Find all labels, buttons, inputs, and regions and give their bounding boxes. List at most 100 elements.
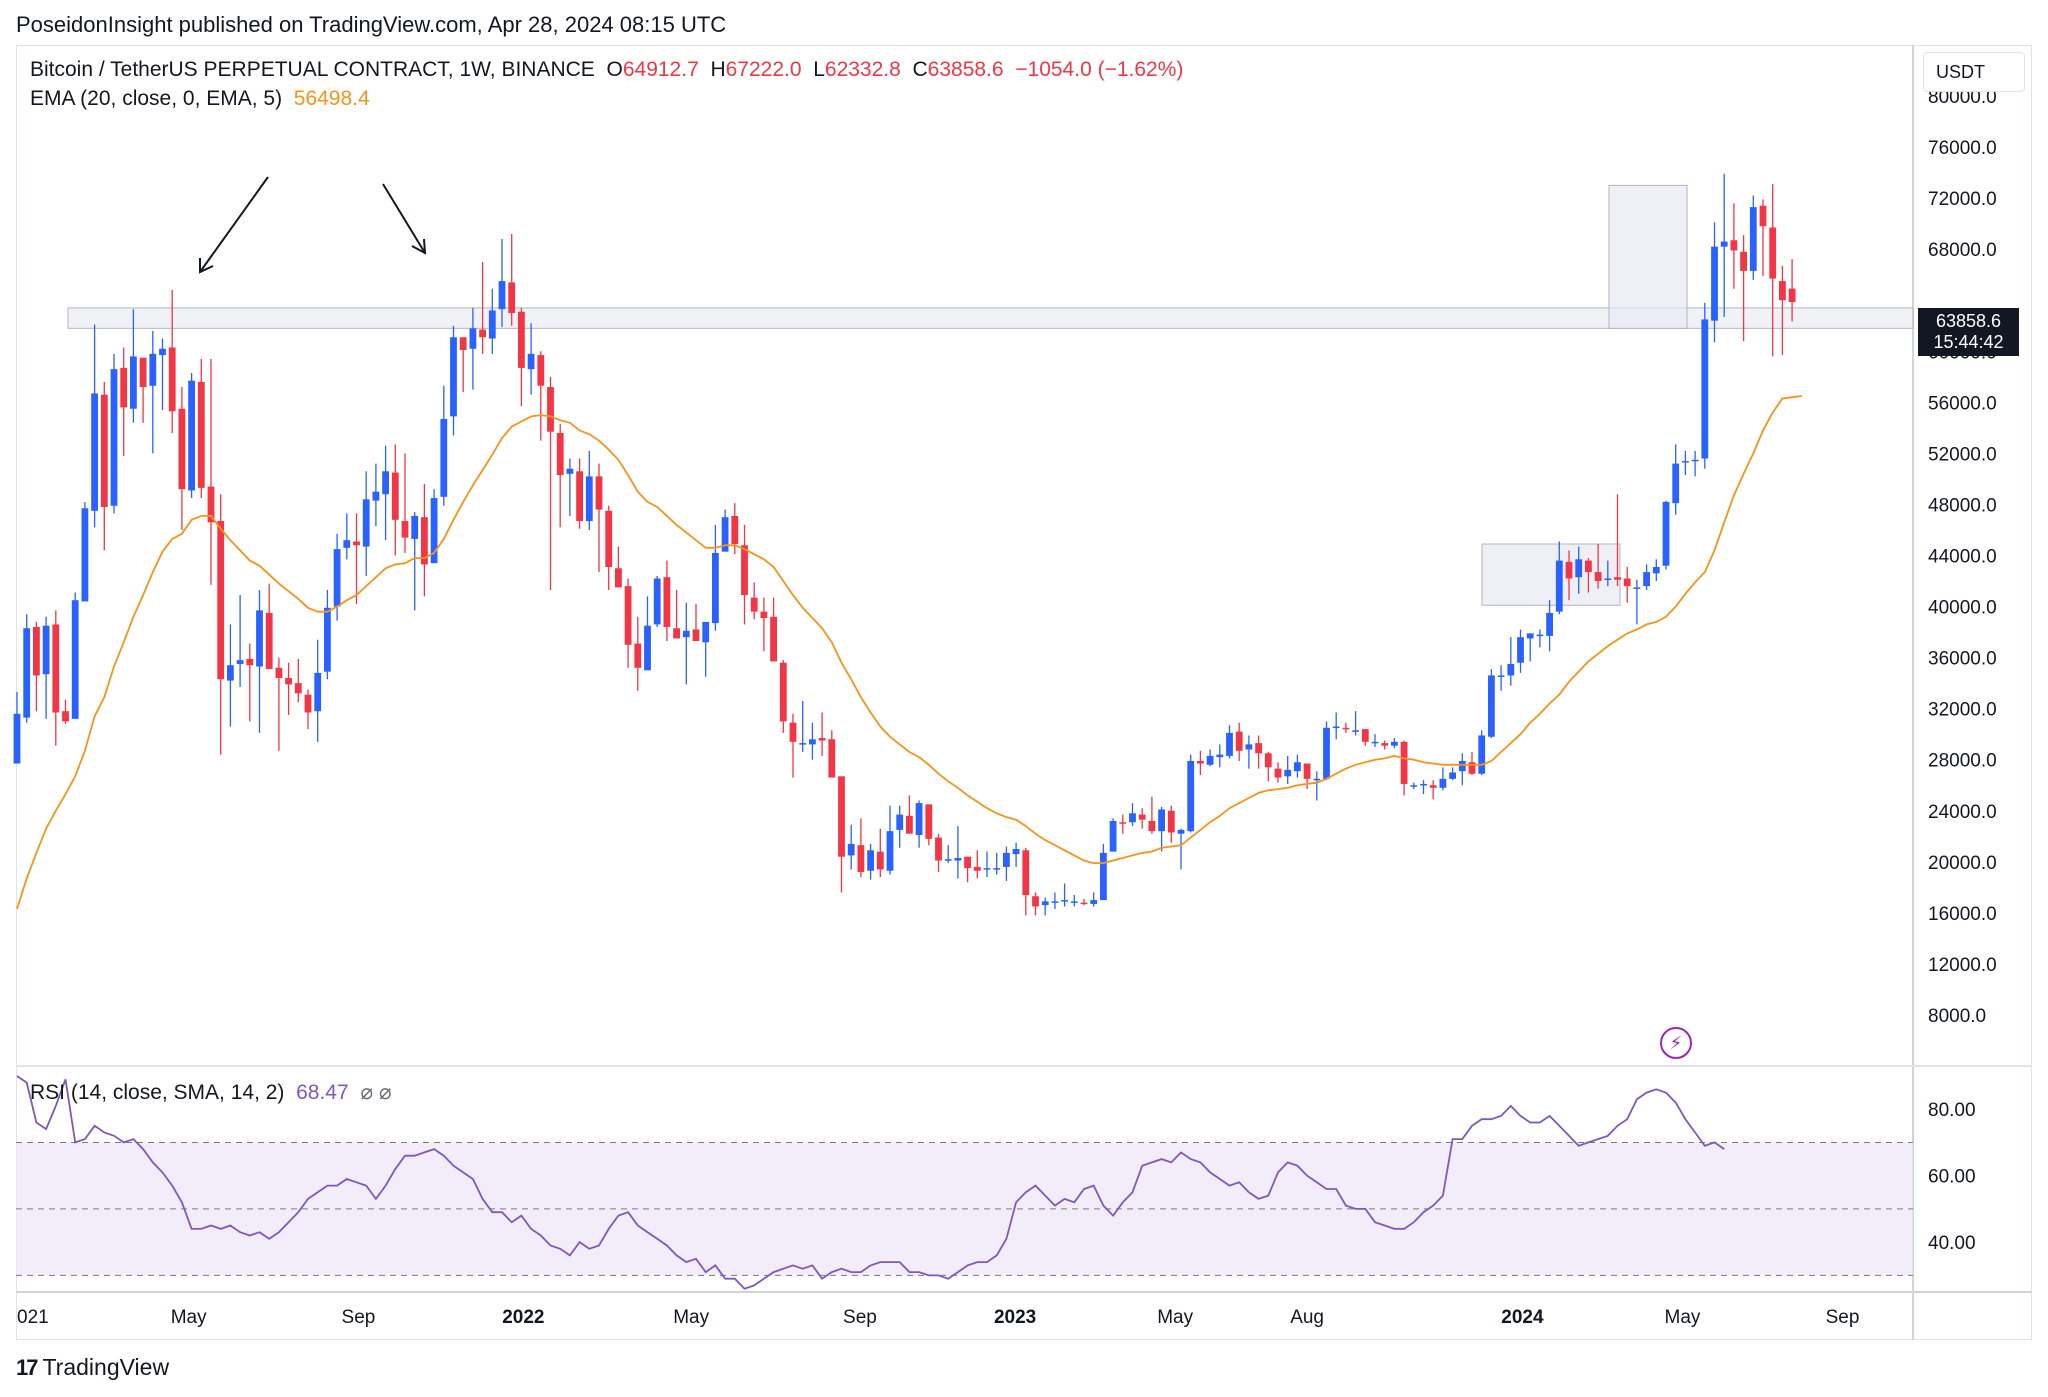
bar-countdown: 15:44:42 — [1933, 332, 2004, 352]
legend-close-label: C — [912, 58, 928, 81]
price-axis-tick: 12000.0 — [1928, 955, 1997, 976]
candle-body — [440, 418, 448, 497]
candle-body — [1779, 281, 1786, 301]
candle-body — [673, 628, 680, 639]
candle-body — [867, 850, 874, 871]
price-axis-tick: 16000.0 — [1928, 904, 1997, 925]
candle-body — [1012, 849, 1020, 855]
price-axis-tick: 52000.0 — [1928, 444, 1997, 465]
candle-body — [1206, 755, 1214, 765]
candle-body — [197, 381, 205, 488]
candle-body — [1381, 743, 1389, 746]
candle-body — [110, 369, 118, 506]
candle-body — [430, 498, 438, 564]
publisher-caption: PoseidonInsight published on TradingView… — [16, 12, 727, 37]
currency-selector[interactable]: USDT — [1923, 52, 2025, 92]
legend-ema: EMA (20, close, 0, EMA, 5) 56498.4 — [30, 87, 370, 111]
candle-body — [1177, 829, 1185, 834]
candle-body — [1371, 741, 1379, 744]
candle-body — [1555, 560, 1563, 612]
time-axis-tick: Sep — [1826, 1307, 1860, 1328]
legend-low-label: L — [813, 58, 825, 81]
candle-body — [1614, 577, 1621, 580]
candle-body — [1361, 729, 1369, 742]
price-axis-tick: 8000.0 — [1928, 1006, 1986, 1027]
candle-body — [1119, 822, 1127, 824]
legend-symbol[interactable]: Bitcoin / TetherUS PERPETUAL CONTRACT, 1… — [30, 58, 595, 81]
time-axis-tick: 2022 — [502, 1307, 544, 1328]
candle-body — [81, 508, 89, 602]
tradingview-logo-mark: 17 — [16, 1355, 39, 1380]
price-axis-tick: 56000.0 — [1928, 393, 1997, 414]
candle-body — [120, 367, 128, 408]
legend-change: −1054.0 (−1.62%) — [1015, 58, 1184, 81]
candle-body — [488, 310, 496, 339]
candle-body — [1090, 900, 1098, 904]
candle-body — [1652, 566, 1660, 574]
legend-open-label: O — [606, 58, 623, 81]
time-axis-tick: May — [171, 1307, 207, 1328]
candle-body — [692, 629, 700, 642]
tradingview-logo[interactable]: 17 TradingView — [16, 1354, 169, 1381]
bolt-icon[interactable]: ⚡ — [1660, 1027, 1692, 1059]
candle-body — [1749, 207, 1757, 271]
candle-body — [566, 468, 574, 474]
candle-body — [1070, 901, 1078, 903]
candle-body — [71, 600, 79, 719]
candle-body — [809, 739, 816, 745]
candle-body — [624, 586, 632, 645]
candle-body — [178, 408, 186, 490]
candle-body — [663, 577, 671, 627]
legend-high-value: 67222.0 — [725, 58, 802, 81]
candle-body — [217, 521, 225, 680]
time-axis-tick: Sep — [342, 1307, 376, 1328]
candle-body — [508, 282, 516, 314]
legend-rsi-label[interactable]: RSI (14, close, SMA, 14, 2) — [30, 1081, 285, 1104]
legend-low-value: 62332.8 — [824, 58, 901, 81]
candle-body — [1051, 901, 1059, 903]
candle-body — [954, 857, 962, 861]
price-axis-tick: 40000.0 — [1928, 598, 1997, 619]
candle-body — [653, 578, 661, 625]
candle-body — [1565, 561, 1573, 579]
candle-body — [498, 281, 506, 310]
price-axis-tick: 32000.0 — [1928, 700, 1997, 721]
candle-body — [1400, 741, 1408, 784]
candle-body — [896, 814, 904, 830]
legend-rsi-icons[interactable]: ⌀ ⌀ — [360, 1081, 392, 1104]
candle-body — [789, 722, 797, 742]
candle-body — [1604, 578, 1612, 580]
candle-body — [62, 711, 69, 722]
candle-body — [886, 831, 894, 871]
price-axis-tick: 80000.0 — [1928, 87, 1997, 108]
candle-body — [605, 510, 613, 567]
candle-body — [1701, 319, 1709, 459]
candle-body — [1691, 459, 1699, 462]
candle-body — [779, 662, 787, 722]
time-axis-tick: May — [673, 1307, 709, 1328]
candle-body — [1080, 902, 1088, 905]
candle-body — [876, 851, 884, 870]
candle-body — [944, 859, 952, 861]
legend-main: Bitcoin / TetherUS PERPETUAL CONTRACT, 1… — [30, 58, 1183, 82]
price-axis-tick: 68000.0 — [1928, 240, 1997, 261]
rsi-axis-tick: 80.00 — [1928, 1100, 1976, 1121]
candle-body — [362, 499, 370, 547]
currency-label: USDT — [1936, 62, 1985, 82]
legend-ema-label[interactable]: EMA (20, close, 0, EMA, 5) — [30, 87, 283, 110]
candle-body — [1022, 850, 1030, 895]
candle-body — [537, 355, 545, 386]
candle-body — [547, 387, 554, 432]
candle-body — [1158, 809, 1165, 832]
candle-body — [314, 672, 322, 712]
price-axis-tick: 24000.0 — [1928, 802, 1997, 823]
candle-body — [1429, 785, 1437, 788]
candle-body — [168, 347, 176, 412]
candle-body — [1420, 783, 1427, 786]
legend-rsi: RSI (14, close, SMA, 14, 2) 68.47 ⌀ ⌀ — [30, 1080, 391, 1105]
candle-body — [1672, 463, 1680, 504]
candle-body — [1274, 768, 1282, 778]
annotation-arrow-2 — [382, 183, 426, 254]
candle-body — [159, 348, 166, 356]
